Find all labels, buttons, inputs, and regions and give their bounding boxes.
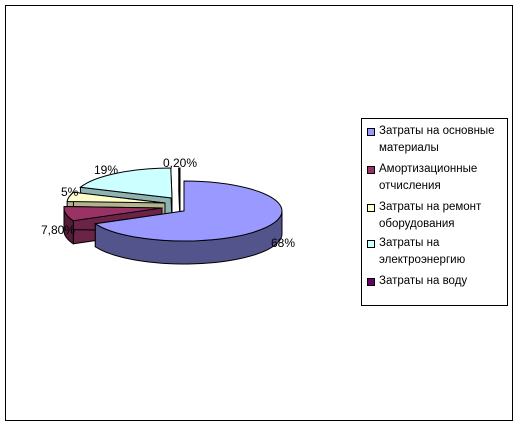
data-label-water: 0,20% (163, 156, 197, 170)
data-label-electricity: 19% (94, 163, 118, 177)
pie-slice-depreciation (63, 205, 163, 222)
legend-swatch-repair (367, 204, 375, 212)
data-label-repair: 5% (61, 185, 79, 199)
legend-label-water: Затраты на воду (379, 275, 468, 287)
legend-label-repair: Затраты на ремонт оборудования (379, 201, 482, 230)
legend: Затраты на основные материалы Амортизаци… (361, 118, 508, 306)
pie-slice-materials (93, 180, 283, 242)
legend-swatch-electricity (367, 240, 375, 248)
legend-swatch-depreciation (367, 166, 375, 174)
pie-slice-water (178, 167, 181, 199)
legend-label-electricity: Затраты на электроэнергию (379, 237, 466, 266)
data-label-depreciation: 7,80% (41, 223, 75, 237)
legend-swatch-materials (367, 128, 375, 136)
pie-tops (63, 167, 283, 242)
pie-slice-repair (66, 191, 166, 204)
legend-label-depreciation: Амортизационные отчисления (379, 163, 478, 192)
legend-label-materials: Затраты на основные материалы (379, 125, 495, 154)
data-label-materials: 68% (271, 236, 295, 250)
pie-slice-electricity (79, 167, 173, 199)
legend-swatch-water (367, 278, 375, 286)
pie-data-labels: 68% 7,80% 5% 19% 0,20% (41, 156, 295, 250)
